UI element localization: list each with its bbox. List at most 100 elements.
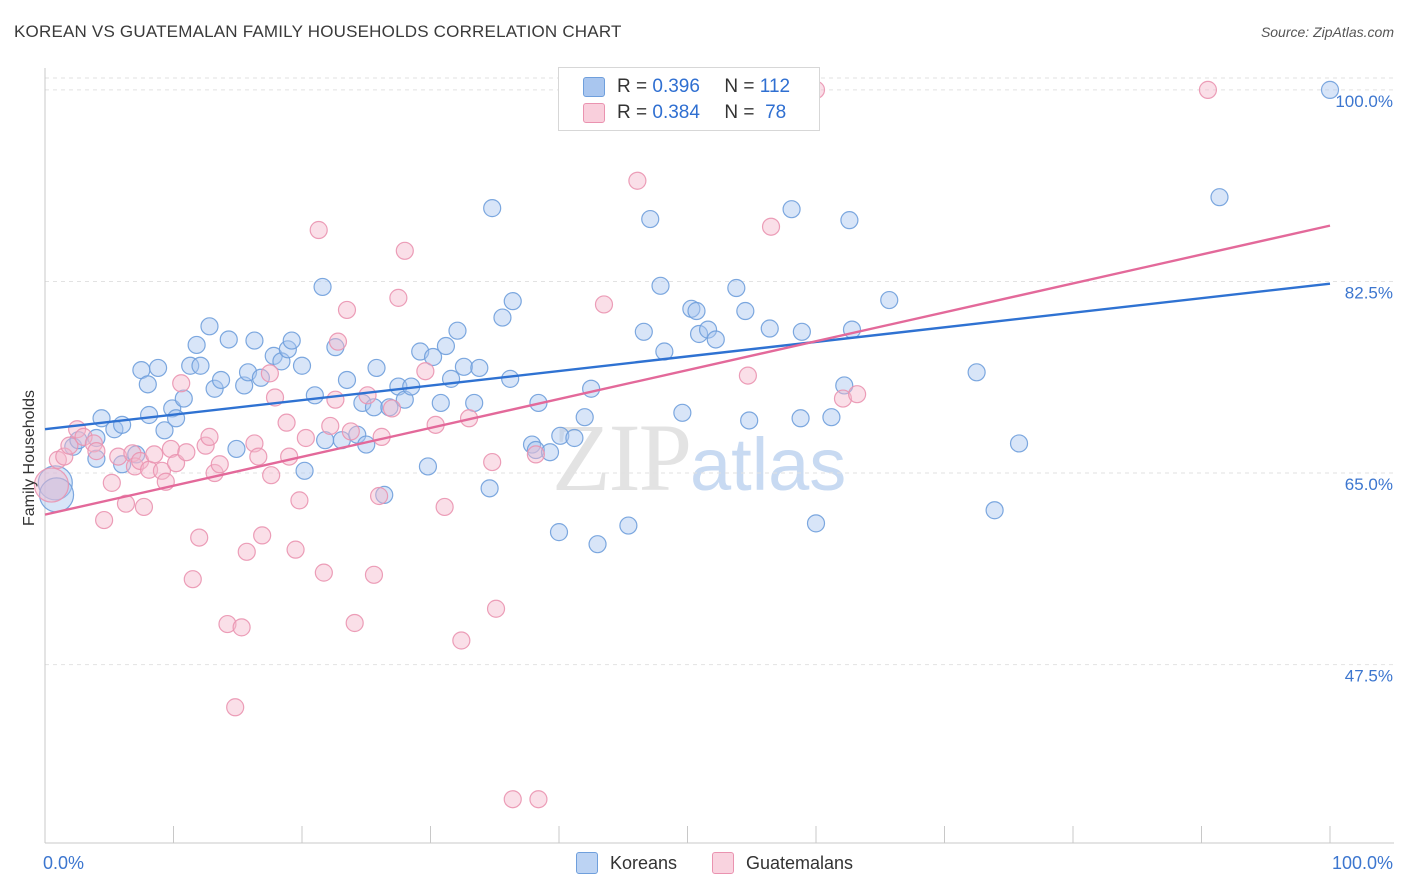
korean-point [337,370,357,390]
korean-point [282,331,301,350]
korean-point [673,403,692,422]
korean-point [87,449,106,468]
guatemalan-point [60,436,79,455]
korean-point [454,357,474,376]
korean-point [191,356,210,375]
guatemalan-point [134,497,154,517]
korean-point [493,308,512,327]
korean-point [551,426,570,445]
korean-point [155,421,174,440]
korean-point [470,358,489,378]
guatemalan-point [87,442,106,461]
korean-point [174,389,193,408]
guatemalan-point [102,473,121,492]
guatemalan-point [237,542,256,561]
korean-point [822,408,841,427]
koreans-trend-line [44,282,1331,431]
korean-point [791,409,810,428]
guatemalan-n-value: 78 [765,102,787,123]
korean-point [418,457,438,476]
korean-point [736,301,755,321]
x-tick-label-right: 100.0% [1332,853,1393,873]
watermark: ZIPatlas [552,402,846,513]
korean-point [313,277,332,297]
legend-item-guatemalans: Guatemalans [712,852,853,874]
guatemalan-point [262,466,281,485]
korean-point [503,292,522,311]
legend-row-guatemalans: R = 0.384 N = 78 [583,100,786,126]
watermark-zip: ZIP [552,404,692,511]
guatemalan-point [277,413,296,432]
korean-point [211,370,231,390]
korean-point [219,330,238,349]
korean-point [148,358,168,378]
guatemalan-point [1198,80,1218,99]
korean-point [619,516,638,535]
korean-point [1320,80,1340,99]
korean-point [792,322,811,341]
guatemalan-point [253,526,272,545]
guatemalan-point [290,491,309,510]
korean-point [760,319,779,338]
koreans-series [37,80,1340,554]
korean-point [200,317,219,336]
korean-point [139,405,159,425]
guatemalan-point [249,447,268,466]
guatemalan-point [286,540,305,559]
guatemalan-point [172,374,191,393]
guatemalan-point [738,366,757,385]
legend-row-koreans: R = 0.396 N = 112 [583,74,790,100]
korean-point [1009,434,1029,453]
korean-point [483,199,502,218]
guatemalan-point [341,422,360,441]
korean-point [138,375,157,394]
korean-point [651,276,670,295]
guatemalan-point [74,427,93,446]
guatemalan-point [109,447,128,466]
korean-point [880,290,899,310]
guatemalan-r-value: 0.384 [652,102,700,123]
guatemalan-point [125,457,145,476]
guatemalan-point [328,332,348,351]
series-legend: Koreans Guatemalans [0,852,1406,878]
guatemalan-point [33,467,70,503]
korean-point [448,321,467,340]
korean-point [37,465,73,501]
guatemalan-point [161,439,181,459]
korean-n-value: 112 [759,76,791,97]
korean-r-label: R = [617,76,648,97]
guatemalan-point [152,461,172,480]
korean-point [575,408,594,427]
guatemalan-point [218,614,237,634]
korean-point [187,335,206,355]
korean-point [689,324,709,344]
guatemalan-point [628,171,647,190]
guatemalan-point [190,528,209,547]
korean-point [782,200,801,219]
korean-point [1210,188,1229,207]
guatemalan-point [435,497,454,517]
guatemalan-r-label: R = [617,102,648,123]
guatemalan-point [226,698,245,717]
korean-point [431,393,450,413]
guatemalan-point [183,570,202,589]
korean-point [251,368,270,387]
y-tick-label: 65.0% [1345,475,1393,494]
korean-point [465,393,484,413]
guatemalan-point [452,631,471,650]
guatemalan-point [486,599,506,618]
guatemalan-point [833,389,853,408]
y-tick-label: 82.5% [1345,283,1393,302]
korean-swatch [583,77,605,97]
korean-point [565,428,584,448]
y-axis-label: Family Households [21,389,38,527]
korean-point [227,439,246,459]
watermark-atlas: atlas [690,423,847,506]
guatemalan-point [345,613,364,633]
korean-point [985,501,1004,520]
legend-item-koreans: Koreans [576,852,677,874]
korean-point [641,209,660,229]
korean-point [806,514,826,533]
y-tick-label: 100.0% [1335,92,1393,111]
guatemalan-swatch [583,103,605,123]
